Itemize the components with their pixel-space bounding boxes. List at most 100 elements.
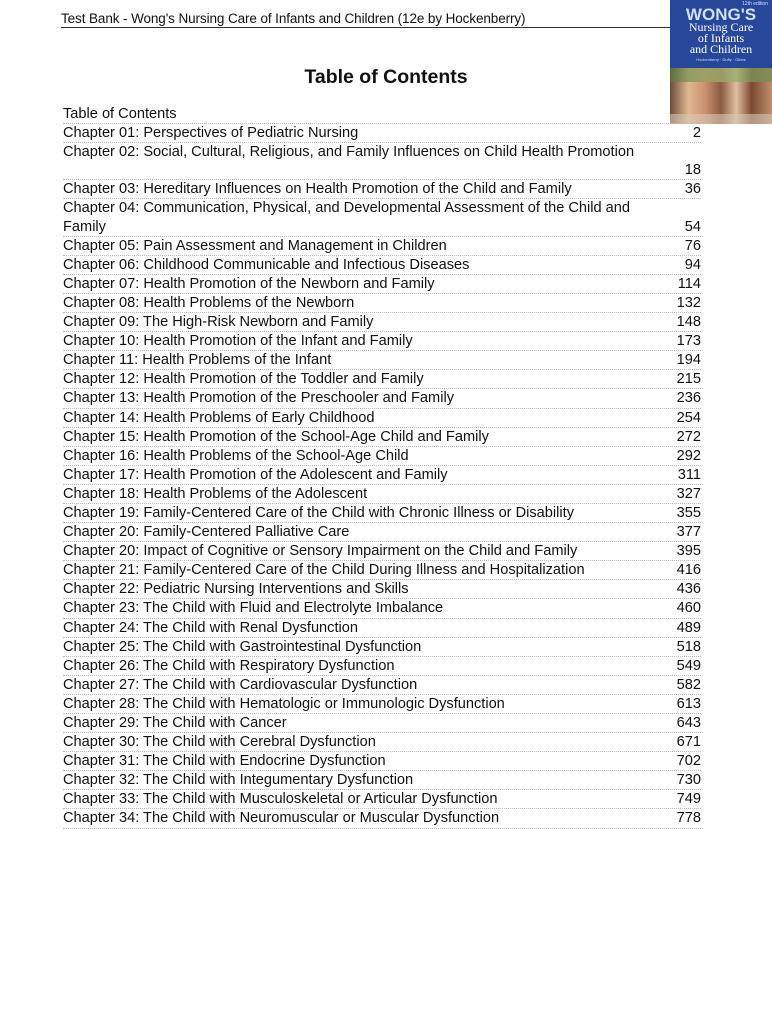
toc-entry[interactable]: Chapter 31: The Child with Endocrine Dys… [63,752,701,772]
toc-entry[interactable]: Chapter 12: Health Promotion of the Todd… [63,370,701,390]
toc-entry-page[interactable]: 355 [676,504,701,521]
toc-entry[interactable]: Chapter 22: Pediatric Nursing Interventi… [63,580,701,600]
toc-entry[interactable]: Chapter 11: Health Problems of the Infan… [63,351,701,371]
toc-entry-title[interactable]: Chapter 30: The Child with Cerebral Dysf… [63,734,376,751]
toc-entry-title[interactable]: Chapter 10: Health Promotion of the Infa… [63,333,413,350]
toc-entry-page[interactable]: 613 [676,695,701,712]
toc-entry[interactable]: Chapter 04: Communication, Physical, and… [63,199,701,237]
toc-entry-page[interactable]: 518 [676,638,701,655]
toc-entry-page[interactable]: 36 [684,181,701,198]
toc-entry-title[interactable]: Chapter 33: The Child with Musculoskelet… [63,791,498,808]
toc-entry-page[interactable]: 643 [676,715,701,731]
toc-entry[interactable]: Chapter 06: Childhood Communicable and I… [63,256,701,275]
toc-entry-page[interactable]: 236 [676,390,701,407]
toc-entry[interactable]: Chapter 20: Family-Centered Palliative C… [63,523,701,543]
toc-entry[interactable]: Chapter 26: The Child with Respiratory D… [63,657,701,676]
toc-entry-page[interactable]: 94 [684,256,701,273]
toc-entry-page[interactable]: 148 [676,314,701,331]
toc-entry-title[interactable]: Chapter 09: The High-Risk Newborn and Fa… [63,314,374,331]
toc-entry-title[interactable]: Chapter 17: Health Promotion of the Adol… [63,466,448,483]
toc-entry-title[interactable]: Chapter 04: Communication, Physical, and… [63,200,631,235]
toc-entry-page[interactable]: 460 [676,600,701,617]
toc-entry-title[interactable]: Chapter 23: The Child with Fluid and Ele… [63,600,444,617]
toc-entry-title[interactable]: Chapter 24: The Child with Renal Dysfunc… [63,619,359,636]
toc-entry-title[interactable]: Chapter 13: Health Promotion of the Pres… [63,390,454,407]
toc-entry-page[interactable]: 254 [676,409,701,426]
toc-entry[interactable]: Chapter 19: Family-Centered Care of the … [63,504,701,524]
toc-entry-title[interactable]: Chapter 07: Health Promotion of the Newb… [63,275,435,292]
toc-entry-title[interactable]: Chapter 26: The Child with Respiratory D… [63,657,395,674]
toc-entry-title[interactable]: Chapter 03: Hereditary Influences on Hea… [63,181,572,198]
toc-entry-page[interactable]: 114 [677,275,701,292]
toc-entry-title[interactable]: Chapter 19: Family-Centered Care of the … [63,504,574,521]
toc-entry[interactable]: Chapter 24: The Child with Renal Dysfunc… [63,619,701,638]
toc-entry-page[interactable]: 395 [676,543,701,560]
toc-entry-page[interactable]: 311 [677,466,701,483]
toc-entry-title[interactable]: Chapter 27: The Child with Cardiovascula… [63,676,418,693]
toc-entry-page[interactable]: 749 [676,791,701,808]
toc-entry[interactable]: Chapter 25: The Child with Gastrointesti… [63,638,701,657]
toc-entry[interactable]: Chapter 03: Hereditary Influences on Hea… [63,180,701,200]
toc-entry[interactable]: Chapter 27: The Child with Cardiovascula… [63,676,701,695]
toc-entry-page[interactable]: 132 [676,294,701,311]
toc-entry-page[interactable]: 173 [676,333,701,350]
toc-entry-title[interactable]: Chapter 29: The Child with Cancer [63,715,287,731]
toc-entry[interactable]: Chapter 34: The Child with Neuromuscular… [63,809,701,829]
toc-entry[interactable]: Chapter 30: The Child with Cerebral Dysf… [63,733,701,753]
toc-entry-page[interactable]: 377 [676,524,701,541]
toc-entry-title[interactable]: Chapter 25: The Child with Gastrointesti… [63,638,422,655]
toc-entry-title[interactable]: Chapter 34: The Child with Neuromuscular… [63,810,500,827]
toc-entry-page[interactable]: 2 [692,125,701,142]
toc-entry[interactable]: Chapter 07: Health Promotion of the Newb… [63,275,701,294]
toc-entry[interactable]: Chapter 32: The Child with Integumentary… [63,771,701,791]
toc-entry-title[interactable]: Chapter 31: The Child with Endocrine Dys… [63,753,386,770]
toc-entry-page[interactable]: 292 [676,447,701,464]
toc-entry[interactable]: Chapter 05: Pain Assessment and Manageme… [63,237,701,256]
toc-entry[interactable]: Chapter 20: Impact of Cognitive or Senso… [63,542,701,562]
toc-entry-page[interactable]: 18 [684,162,701,179]
toc-entry[interactable]: Chapter 18: Health Problems of the Adole… [63,485,701,504]
toc-entry-page[interactable]: 489 [676,619,701,636]
toc-entry-page[interactable]: 416 [676,562,701,579]
toc-entry-title[interactable]: Chapter 08: Health Problems of the Newbo… [63,294,355,311]
toc-entry-title[interactable]: Chapter 16: Health Problems of the Schoo… [63,447,409,464]
toc-entry[interactable]: Chapter 14: Health Problems of Early Chi… [63,409,701,428]
toc-entry-title[interactable]: Chapter 18: Health Problems of the Adole… [63,485,368,502]
toc-entry-title[interactable]: Chapter 20: Impact of Cognitive or Senso… [63,543,578,560]
toc-entry[interactable]: Chapter 28: The Child with Hematologic o… [63,695,701,714]
toc-entry-page[interactable]: 327 [676,485,701,502]
toc-entry-title[interactable]: Chapter 21: Family-Centered Care of the … [63,562,585,579]
toc-entry[interactable]: Chapter 08: Health Problems of the Newbo… [63,294,701,314]
toc-entry[interactable]: Chapter 33: The Child with Musculoskelet… [63,790,701,810]
toc-entry[interactable]: Chapter 23: The Child with Fluid and Ele… [63,599,701,619]
toc-entry-page[interactable]: 272 [676,428,701,445]
toc-entry-page[interactable]: 730 [676,772,701,789]
toc-entry-page[interactable]: 76 [684,237,701,254]
toc-entry[interactable]: Chapter 01: Perspectives of Pediatric Nu… [63,124,701,144]
toc-entry[interactable]: Chapter 16: Health Problems of the Schoo… [63,447,701,466]
toc-entry[interactable]: Chapter 09: The High-Risk Newborn and Fa… [63,313,701,333]
toc-entry-title[interactable]: Chapter 11: Health Problems of the Infan… [63,352,332,369]
toc-entry-page[interactable]: 215 [676,371,701,388]
toc-entry-title[interactable]: Chapter 01: Perspectives of Pediatric Nu… [63,125,359,142]
toc-entry[interactable]: Chapter 29: The Child with Cancer 643 [63,714,701,734]
toc-entry-page[interactable]: 54 [684,218,701,235]
toc-entry[interactable]: Chapter 15: Health Promotion of the Scho… [63,428,701,447]
toc-entry-title[interactable]: Chapter 06: Childhood Communicable and I… [63,256,470,273]
toc-entry[interactable]: Chapter 21: Family-Centered Care of the … [63,561,701,581]
toc-entry-title[interactable]: Chapter 15: Health Promotion of the Scho… [63,428,489,445]
toc-entry-page[interactable]: 549 [676,657,701,674]
toc-entry[interactable]: Chapter 10: Health Promotion of the Infa… [63,332,701,352]
toc-entry-page[interactable]: 702 [676,753,701,770]
toc-entry-title[interactable]: Chapter 05: Pain Assessment and Manageme… [63,237,447,254]
toc-entry-title[interactable]: Chapter 28: The Child with Hematologic o… [63,695,505,712]
toc-entry[interactable]: Chapter 02: Social, Cultural, Religious,… [63,143,701,181]
toc-entry[interactable]: Chapter 17: Health Promotion of the Adol… [63,466,701,485]
toc-entry-title[interactable]: Chapter 20: Family-Centered Palliative C… [63,524,350,541]
toc-entry-page[interactable]: 671 [676,734,701,751]
toc-entry[interactable]: Chapter 13: Health Promotion of the Pres… [63,389,701,409]
toc-entry-title[interactable]: Chapter 32: The Child with Integumentary… [63,772,414,789]
toc-entry-page[interactable]: 436 [676,581,701,598]
toc-entry-title[interactable]: Chapter 02: Social, Cultural, Religious,… [63,144,635,161]
toc-entry-page[interactable]: 194 [676,352,701,369]
